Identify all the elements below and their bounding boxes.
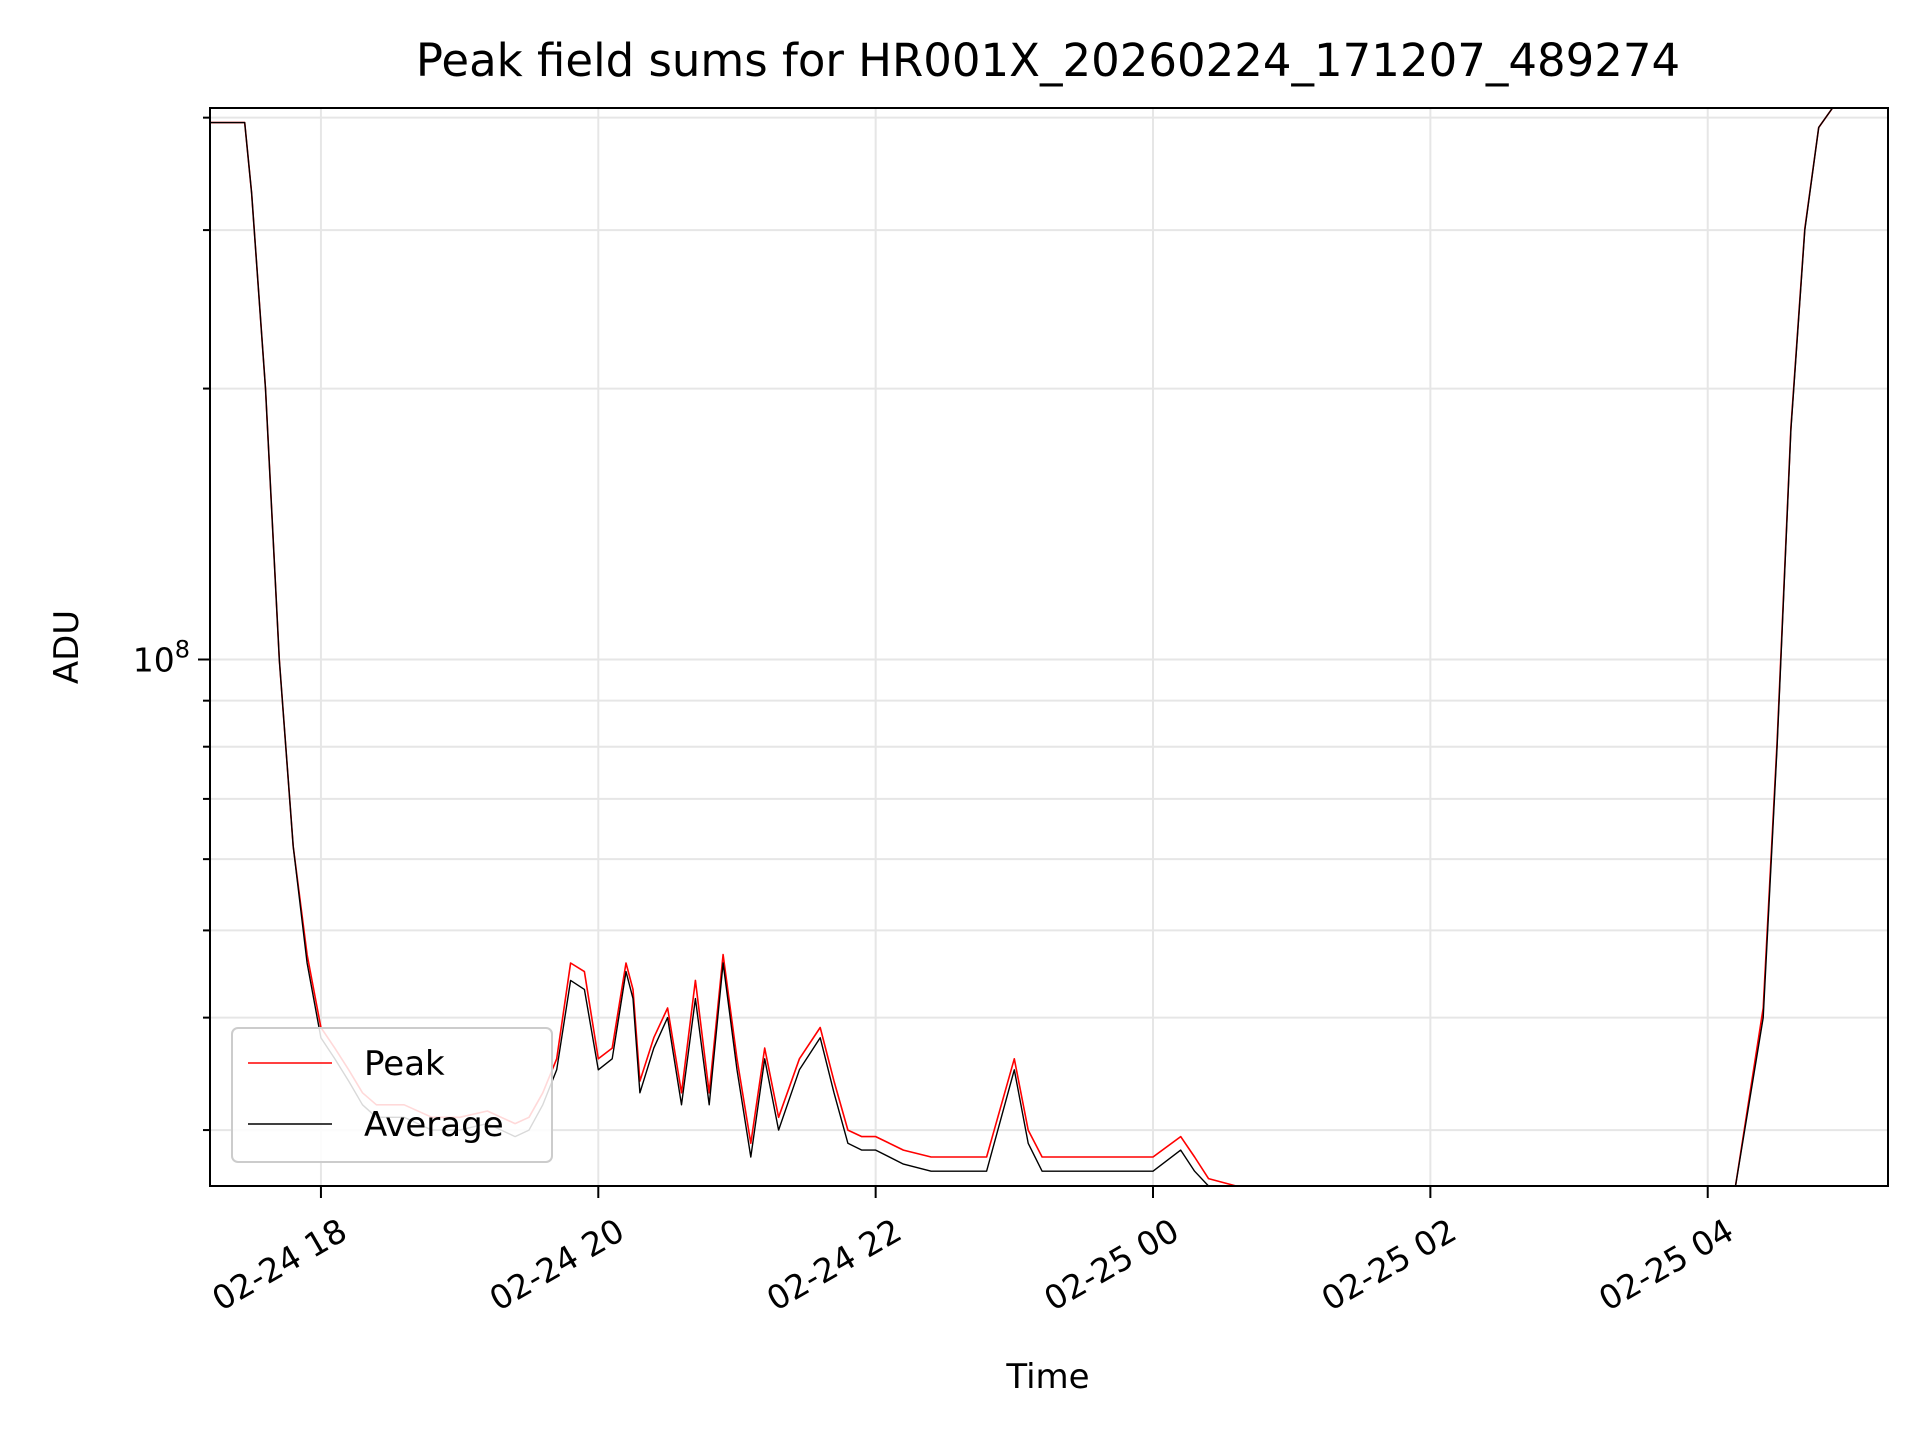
- y-tick-label: 108: [133, 635, 190, 679]
- y-ticks: 108: [133, 116, 210, 1132]
- legend-peak-label: Peak: [364, 1044, 445, 1084]
- grid: [210, 108, 1888, 1186]
- chart-title: Peak field sums for HR001X_20260224_1712…: [416, 34, 1680, 87]
- legend-average-label: Average: [364, 1105, 504, 1145]
- x-axis-label: Time: [1005, 1357, 1089, 1397]
- legend-box: [231, 1027, 553, 1163]
- plot-frame: [209, 107, 1889, 1187]
- y-axis-label: ADU: [47, 610, 87, 684]
- legend: Peak Average: [231, 1027, 553, 1163]
